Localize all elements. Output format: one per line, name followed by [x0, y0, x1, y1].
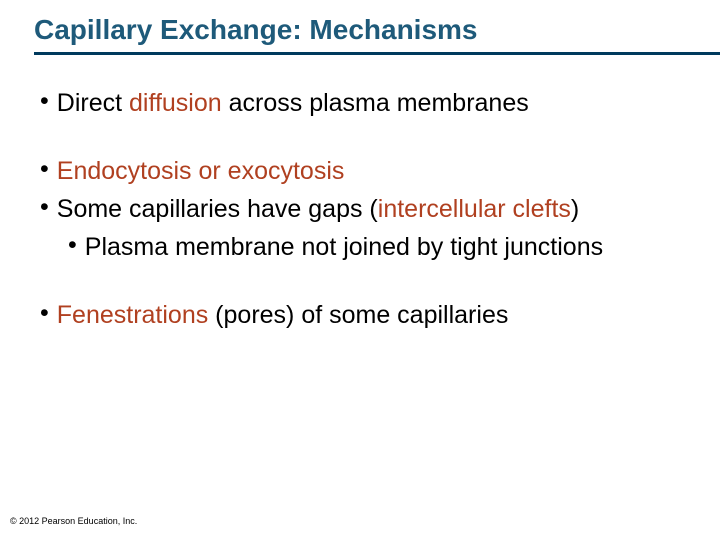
copyright-text: © 2012 Pearson Education, Inc. — [10, 516, 137, 526]
text-accent: Fenestrations — [57, 301, 208, 329]
bullet-item: • Some capillaries have gaps (intercellu… — [40, 193, 680, 225]
bullet-mark: • — [40, 193, 49, 225]
text-accent: Endocytosis or exocytosis — [57, 157, 345, 185]
bullet-item: • Direct diffusion across plasma membran… — [40, 87, 680, 119]
bullet-mark: • — [40, 299, 49, 331]
bullet-item: • Endocytosis or exocytosis — [40, 155, 680, 187]
text-plain: Some capillaries have gaps ( — [57, 195, 378, 223]
bullet-mark: • — [68, 231, 77, 263]
bullet-mark: • — [40, 155, 49, 187]
bullet-text: Fenestrations (pores) of some capillarie… — [57, 299, 509, 331]
text-plain: ) — [571, 195, 579, 223]
text-plain: Direct — [57, 89, 129, 117]
content-area: • Direct diffusion across plasma membran… — [0, 59, 720, 331]
bullet-sub-item: • Plasma membrane not joined by tight ju… — [68, 231, 680, 263]
slide-title: Capillary Exchange: Mechanisms — [34, 14, 720, 46]
bullet-text: Plasma membrane not joined by tight junc… — [85, 231, 603, 263]
bullet-mark: • — [40, 87, 49, 119]
text-plain: (pores) of some capillaries — [208, 301, 508, 329]
text-accent: diffusion — [129, 89, 222, 117]
text-plain: across plasma membranes — [222, 89, 529, 117]
bullet-item: • Fenestrations (pores) of some capillar… — [40, 299, 680, 331]
text-accent: intercellular clefts — [378, 195, 571, 223]
bullet-text: Some capillaries have gaps (intercellula… — [57, 193, 579, 225]
bullet-text: Endocytosis or exocytosis — [57, 155, 345, 187]
title-underline — [34, 52, 720, 55]
bullet-text: Direct diffusion across plasma membranes — [57, 87, 529, 119]
